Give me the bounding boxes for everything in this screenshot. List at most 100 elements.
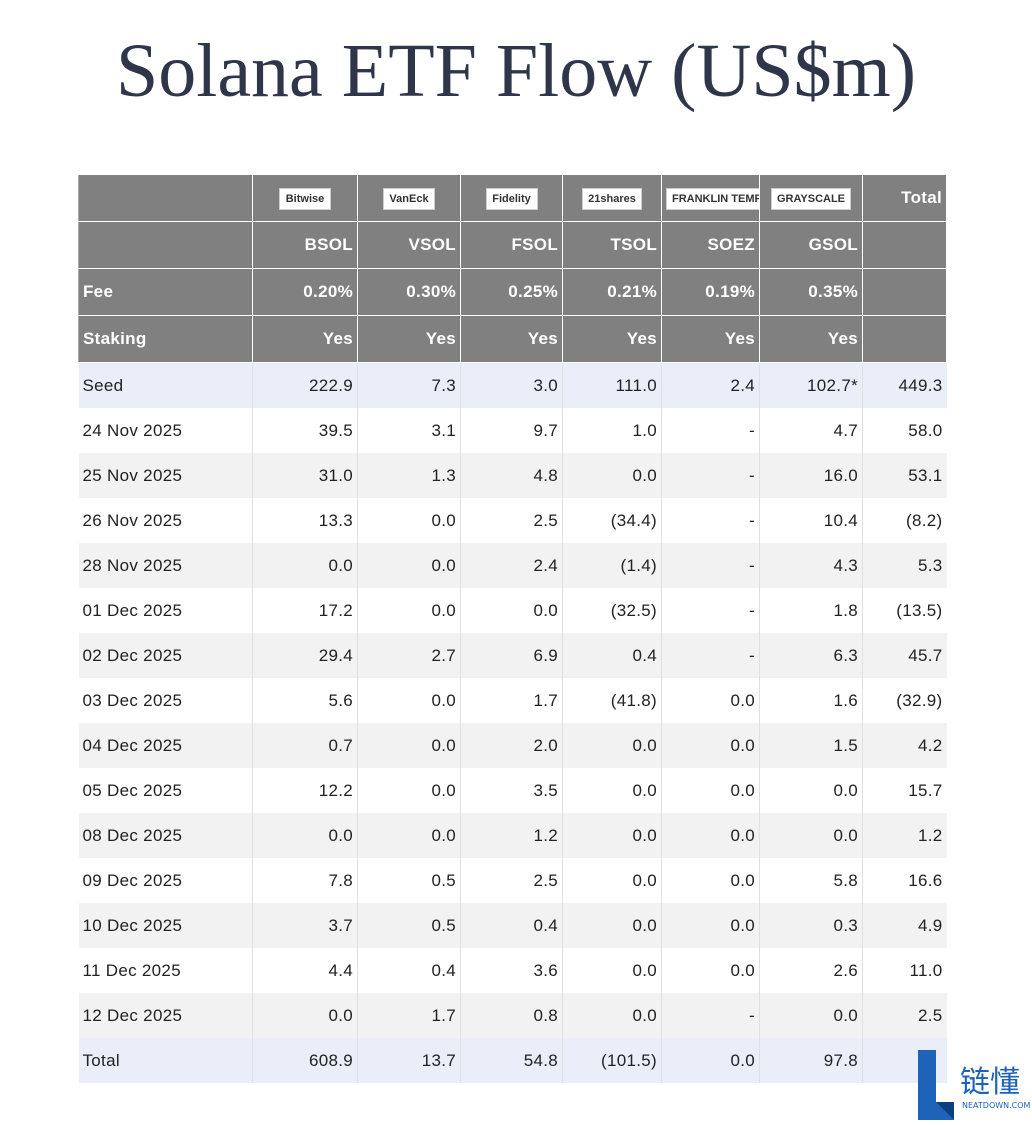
flow-value: - (661, 453, 760, 498)
table-row: 10 Dec 2025 3.7 0.5 0.4 0.0 0.0 0.3 4.9 (78, 903, 947, 948)
table-row: 03 Dec 2025 5.6 0.0 1.7 (41.8) 0.0 1.6 (32.9) (78, 678, 947, 723)
logo-cell: Fidelity (460, 175, 563, 222)
table-row: Seed 222.9 7.3 3.0 111.0 2.4 102.7* 449.3 (78, 362, 947, 408)
flow-value: 5.6 (252, 678, 358, 723)
flow-value: 0.0 (357, 723, 461, 768)
row-label: 26 Nov 2025 (78, 498, 253, 543)
table-row: Fee 0.20% 0.30% 0.25% 0.21% 0.19% 0.35% (78, 268, 947, 316)
flow-value: 111.0 (562, 362, 662, 408)
ticker: FSOL (460, 221, 563, 269)
flow-value: (1.4) (562, 543, 662, 588)
flow-value: - (661, 498, 760, 543)
flow-value: 1.5 (759, 723, 863, 768)
flow-value: 17.2 (252, 588, 358, 633)
flow-value: 0.4 (562, 633, 662, 678)
total-value: 54.8 (460, 1038, 563, 1083)
flow-value: 13.3 (252, 498, 358, 543)
flow-value: 4.3 (759, 543, 863, 588)
flow-value: 0.5 (357, 903, 461, 948)
flow-value: 0.0 (562, 858, 662, 903)
flow-value: 12.2 (252, 768, 358, 813)
flow-value: 15.7 (862, 768, 947, 813)
flow-value: 0.0 (357, 543, 461, 588)
row-label: 08 Dec 2025 (78, 813, 253, 858)
table-row: Bitwise VanEck Fidelity 21shares FRANKLIN TE… (78, 175, 947, 222)
ticker: VSOL (357, 221, 461, 269)
flow-value: 0.0 (759, 993, 863, 1038)
flow-value: 3.5 (460, 768, 563, 813)
flow-value: 1.2 (460, 813, 563, 858)
staking: Yes (357, 315, 461, 363)
flow-value: 0.0 (252, 543, 358, 588)
flow-value: 0.0 (562, 813, 662, 858)
flow-value: 0.0 (661, 813, 760, 858)
flow-value: 0.0 (661, 903, 760, 948)
flow-value: 4.8 (460, 453, 563, 498)
row-label: Staking (78, 315, 253, 363)
flow-value: 5.3 (862, 543, 947, 588)
flow-value: 16.6 (862, 858, 947, 903)
row-label: 09 Dec 2025 (78, 858, 253, 903)
flow-value: 222.9 (252, 362, 358, 408)
header-cell (78, 221, 253, 269)
row-label: 02 Dec 2025 (78, 633, 253, 678)
fund-logo: 21shares (582, 187, 642, 210)
row-label: 11 Dec 2025 (78, 948, 253, 993)
flow-value: 29.4 (252, 633, 358, 678)
flow-value: - (661, 633, 760, 678)
flow-value: - (661, 408, 760, 453)
flow-value: 45.7 (862, 633, 947, 678)
flow-value: 2.7 (357, 633, 461, 678)
flow-value: 0.3 (759, 903, 863, 948)
table-row: 12 Dec 2025 0.0 1.7 0.8 0.0-0.0 2.5 (78, 993, 947, 1038)
fee: 0.21% (562, 268, 662, 316)
table-row: 01 Dec 2025 17.2 0.0 0.0 (32.5) -1.8 (13.5) (78, 588, 947, 633)
flow-value: 0.0 (357, 588, 461, 633)
flow-value: 2.4 (460, 543, 563, 588)
flow-value: 3.7 (252, 903, 358, 948)
logo-cell: Bitwise (252, 175, 358, 222)
flow-value: 1.7 (460, 678, 563, 723)
flow-value: 0.0 (562, 723, 662, 768)
flow-value: 0.0 (252, 993, 358, 1038)
total-value: 0.0 (661, 1038, 760, 1083)
flow-value: 7.8 (252, 858, 358, 903)
ticker: BSOL (252, 221, 358, 269)
logo-cell: VanEck (357, 175, 461, 222)
flow-value: 449.3 (862, 362, 947, 408)
flow-value: - (661, 993, 760, 1038)
flow-value: 0.0 (661, 723, 760, 768)
flow-value: 5.8 (759, 858, 863, 903)
row-label: 03 Dec 2025 (78, 678, 253, 723)
flow-value: 1.0 (562, 408, 662, 453)
staking: Yes (252, 315, 358, 363)
flow-value: (13.5) (862, 588, 947, 633)
flow-value: - (661, 543, 760, 588)
flow-value: (34.4) (562, 498, 662, 543)
header-cell (862, 221, 947, 269)
flow-value: 0.8 (460, 993, 563, 1038)
flow-value: 1.7 (357, 993, 461, 1038)
staking: Yes (759, 315, 863, 363)
table-row: 11 Dec 2025 4.4 0.4 3.6 0.0 0.0 2.6 11.0 (78, 948, 947, 993)
flow-value: 0.0 (661, 678, 760, 723)
flow-value: 2.5 (460, 858, 563, 903)
flow-value: 2.4 (661, 362, 760, 408)
header-cell (78, 175, 253, 222)
table-row: 09 Dec 2025 7.8 0.5 2.5 0.0 0.0 5.8 16.6 (78, 858, 947, 903)
flow-value: (32.5) (562, 588, 662, 633)
flow-value: 2.5 (862, 993, 947, 1038)
flow-value: 4.2 (862, 723, 947, 768)
row-label: Seed (78, 362, 253, 408)
table-row: Total 608.9 13.7 54.8 (101.5) 0.0 97.8 (78, 1038, 947, 1083)
flow-value: 9.7 (460, 408, 563, 453)
flow-value: (8.2) (862, 498, 947, 543)
flow-value: (32.9) (862, 678, 947, 723)
flow-value: 58.0 (862, 408, 947, 453)
row-label: Total (78, 1038, 253, 1083)
flow-value: 3.6 (460, 948, 563, 993)
title: Solana ETF Flow (US$m) (115, 29, 917, 113)
table-row: BSOL VSOL FSOL TSOL SOEZ GSOL (78, 221, 947, 269)
row-label: Fee (78, 268, 253, 316)
fund-logo: VanEck (383, 187, 435, 210)
